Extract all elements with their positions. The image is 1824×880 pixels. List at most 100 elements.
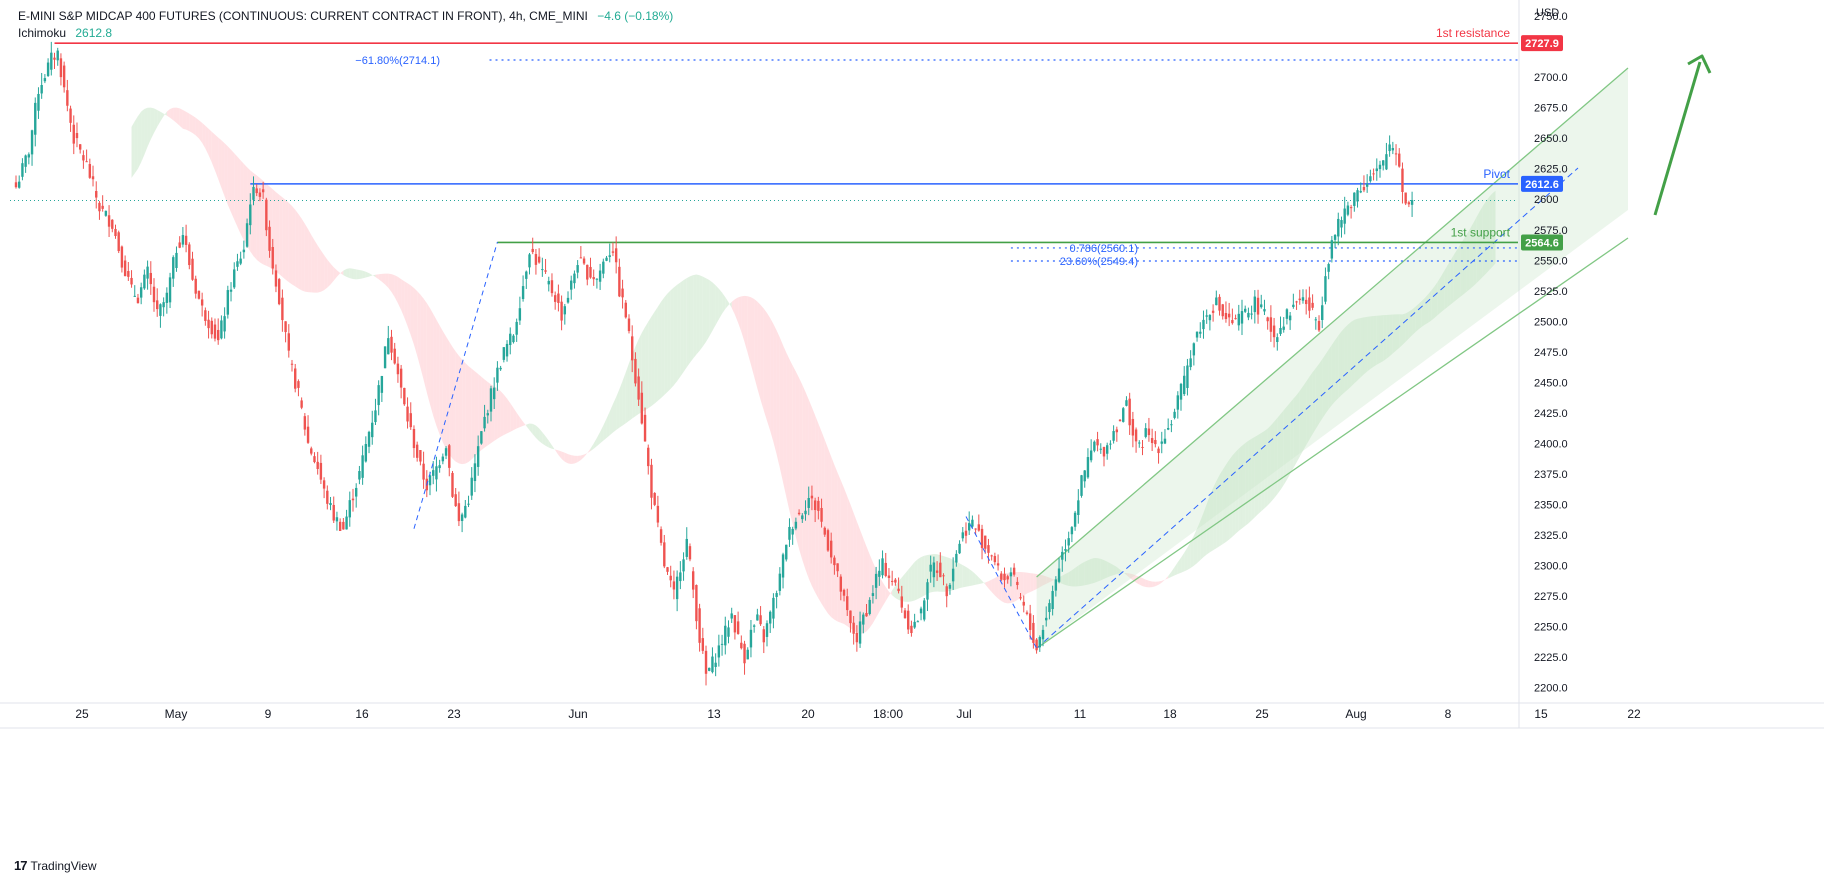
candle-body[interactable] — [342, 521, 345, 530]
candle-body[interactable] — [130, 277, 133, 285]
candle-body[interactable] — [685, 538, 688, 557]
candle-body[interactable] — [432, 470, 435, 476]
candle-body[interactable] — [669, 575, 672, 581]
candle-body[interactable] — [165, 292, 169, 303]
candle-body[interactable] — [1359, 191, 1362, 193]
candle-body[interactable] — [682, 559, 685, 572]
candle-body[interactable] — [1211, 310, 1215, 313]
candle-body[interactable] — [1372, 173, 1375, 175]
candle-body[interactable] — [1112, 431, 1115, 441]
candle-body[interactable] — [1045, 617, 1048, 621]
candle-body[interactable] — [216, 329, 220, 341]
candle-body[interactable] — [1298, 298, 1301, 301]
candle-body[interactable] — [223, 316, 226, 332]
candle-body[interactable] — [1234, 318, 1237, 320]
candle-body[interactable] — [473, 463, 477, 482]
candle-body[interactable] — [1404, 192, 1407, 204]
candle-body[interactable] — [300, 400, 303, 408]
candle-body[interactable] — [717, 645, 721, 658]
candle-body[interactable] — [101, 205, 104, 209]
candle-body[interactable] — [544, 270, 547, 272]
candle-body[interactable] — [820, 507, 823, 522]
candle-body[interactable] — [98, 202, 101, 212]
candle-body[interactable] — [842, 589, 846, 596]
candle-body[interactable] — [1032, 622, 1035, 643]
candle-body[interactable] — [1276, 337, 1279, 343]
candle-body[interactable] — [53, 57, 56, 60]
candle-body[interactable] — [50, 52, 53, 70]
candle-body[interactable] — [1382, 160, 1385, 166]
candle-body[interactable] — [1028, 613, 1032, 630]
candle-body[interactable] — [239, 258, 242, 264]
candle-body[interactable] — [733, 615, 737, 633]
candle-body[interactable] — [566, 297, 570, 303]
candle-body[interactable] — [159, 304, 162, 316]
candle-body[interactable] — [1410, 200, 1414, 205]
candle-body[interactable] — [399, 368, 403, 388]
candle-body[interactable] — [1077, 500, 1080, 515]
candle-body[interactable] — [1070, 527, 1074, 535]
candle-body[interactable] — [277, 279, 281, 305]
candle-body[interactable] — [139, 287, 143, 298]
candle-body[interactable] — [1391, 148, 1395, 151]
candle-body[interactable] — [123, 260, 127, 277]
candle-body[interactable] — [907, 610, 910, 630]
candle-body[interactable] — [534, 254, 538, 265]
candle-body[interactable] — [1093, 441, 1096, 451]
candle-body[interactable] — [1244, 308, 1247, 312]
candle-body[interactable] — [688, 546, 692, 560]
candle-body[interactable] — [204, 310, 207, 321]
candle-body[interactable] — [261, 189, 265, 193]
candle-body[interactable] — [422, 463, 425, 480]
candle-body[interactable] — [133, 295, 136, 297]
candle-body[interactable] — [393, 348, 396, 364]
candle-body[interactable] — [1378, 164, 1382, 170]
candle-body[interactable] — [30, 130, 34, 155]
candle-body[interactable] — [91, 176, 95, 180]
candle-body[interactable] — [878, 570, 881, 577]
candle-body[interactable] — [213, 324, 217, 339]
candle-body[interactable] — [823, 527, 826, 535]
candle-body[interactable] — [993, 556, 997, 563]
candle-body[interactable] — [647, 447, 650, 467]
candle-body[interactable] — [18, 181, 21, 188]
candle-body[interactable] — [756, 614, 759, 621]
candle-body[interactable] — [589, 266, 592, 278]
candle-body[interactable] — [576, 265, 579, 273]
candle-body[interactable] — [1365, 183, 1369, 187]
candle-body[interactable] — [592, 277, 595, 280]
candle-body[interactable] — [303, 416, 307, 430]
candle-body[interactable] — [1163, 438, 1167, 444]
candle-body[interactable] — [974, 528, 977, 530]
candle-body[interactable] — [348, 500, 351, 518]
candle-body[interactable] — [810, 495, 814, 499]
candle-body[interactable] — [961, 532, 964, 539]
candle-body[interactable] — [1308, 297, 1311, 311]
indicator-legend[interactable]: Ichimoku 2612.8 — [18, 26, 112, 40]
candle-body[interactable] — [659, 529, 663, 543]
candle-body[interactable] — [1333, 234, 1337, 240]
candle-body[interactable] — [701, 638, 705, 651]
candle-body[interactable] — [1240, 311, 1244, 324]
candle-body[interactable] — [1215, 297, 1218, 306]
candle-body[interactable] — [476, 446, 480, 467]
candle-body[interactable] — [1170, 424, 1173, 426]
candle-body[interactable] — [1006, 576, 1009, 580]
candle-body[interactable] — [595, 278, 599, 280]
candle-body[interactable] — [390, 336, 393, 353]
candle-body[interactable] — [274, 270, 278, 287]
candle-body[interactable] — [557, 293, 560, 303]
candle-body[interactable] — [624, 302, 627, 318]
candle-body[interactable] — [839, 576, 843, 592]
candle-body[interactable] — [794, 521, 798, 529]
candle-body[interactable] — [1311, 302, 1314, 308]
candle-body[interactable] — [836, 563, 839, 572]
candle-body[interactable] — [111, 219, 114, 229]
candle-body[interactable] — [448, 445, 451, 468]
candle-body[interactable] — [1388, 144, 1391, 152]
candle-body[interactable] — [515, 321, 518, 335]
candle-body[interactable] — [1179, 383, 1183, 400]
candle-body[interactable] — [1086, 457, 1090, 478]
candle-body[interactable] — [412, 428, 416, 449]
candle-body[interactable] — [354, 487, 358, 497]
